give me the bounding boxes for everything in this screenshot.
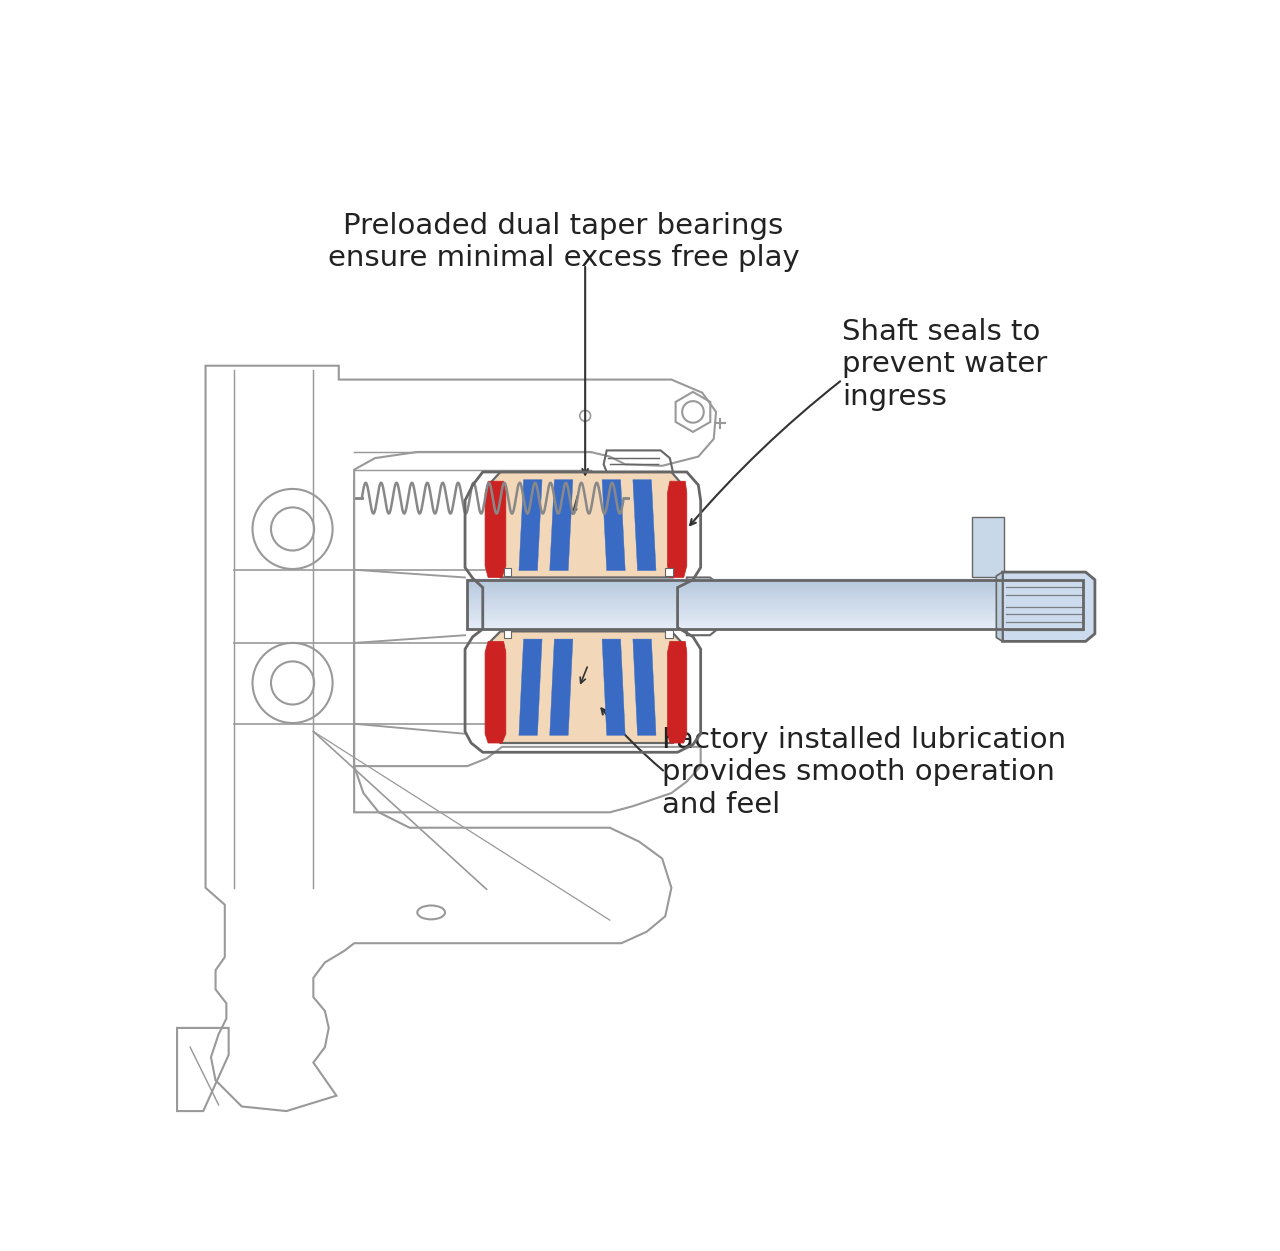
Bar — [503, 568, 511, 575]
Bar — [666, 568, 673, 575]
Bar — [467, 592, 1083, 593]
Bar — [467, 593, 1083, 594]
Bar — [467, 597, 1083, 598]
Bar — [467, 600, 1083, 602]
Bar — [467, 580, 1083, 582]
Bar — [467, 585, 1083, 587]
Bar — [467, 615, 1083, 617]
Polygon shape — [485, 482, 506, 578]
Bar — [467, 603, 1083, 604]
Bar — [467, 614, 1083, 615]
Bar — [467, 598, 1083, 599]
Bar — [467, 627, 1083, 628]
Bar — [467, 610, 1083, 612]
Polygon shape — [518, 479, 541, 570]
Polygon shape — [488, 472, 684, 578]
Bar — [467, 618, 1083, 619]
Bar — [467, 590, 1083, 592]
Text: Factory installed lubrication
provides smooth operation
and feel: Factory installed lubrication provides s… — [662, 726, 1066, 819]
Bar — [467, 595, 1083, 597]
Bar — [467, 612, 1083, 613]
Bar — [467, 599, 1083, 600]
Bar — [467, 628, 1083, 629]
Polygon shape — [1002, 572, 1094, 642]
Text: Shaft seals to
prevent water
ingress: Shaft seals to prevent water ingress — [842, 318, 1047, 410]
Bar — [467, 608, 1083, 609]
Bar — [467, 587, 1083, 588]
Bar — [467, 624, 1083, 626]
Bar — [503, 629, 511, 638]
Bar — [467, 604, 1083, 605]
Polygon shape — [602, 479, 625, 570]
Bar — [467, 582, 1083, 583]
Bar — [666, 629, 673, 638]
Bar — [467, 584, 1083, 585]
Text: Preloaded dual taper bearings
ensure minimal excess free play: Preloaded dual taper bearings ensure min… — [328, 211, 800, 273]
Bar — [467, 620, 1083, 622]
Bar — [972, 517, 1004, 577]
Polygon shape — [668, 642, 687, 743]
Bar — [467, 594, 1083, 595]
Polygon shape — [518, 639, 541, 736]
Polygon shape — [668, 482, 687, 578]
Bar — [467, 619, 1083, 620]
Polygon shape — [549, 479, 573, 570]
Polygon shape — [602, 639, 625, 736]
Bar — [467, 589, 1083, 590]
Bar — [467, 579, 1083, 629]
Polygon shape — [485, 642, 506, 743]
Polygon shape — [632, 479, 657, 570]
Polygon shape — [996, 572, 1002, 642]
Bar — [467, 579, 1083, 580]
Bar — [467, 623, 1083, 624]
Bar — [467, 609, 1083, 610]
Bar — [467, 622, 1083, 623]
Bar — [467, 583, 1083, 584]
Bar — [467, 626, 1083, 627]
Bar — [467, 602, 1083, 603]
Polygon shape — [632, 639, 657, 736]
Bar — [467, 605, 1083, 607]
Bar — [467, 588, 1083, 589]
Polygon shape — [488, 632, 684, 743]
Bar — [467, 617, 1083, 618]
Polygon shape — [549, 639, 573, 736]
Bar — [467, 613, 1083, 614]
Bar — [467, 607, 1083, 608]
